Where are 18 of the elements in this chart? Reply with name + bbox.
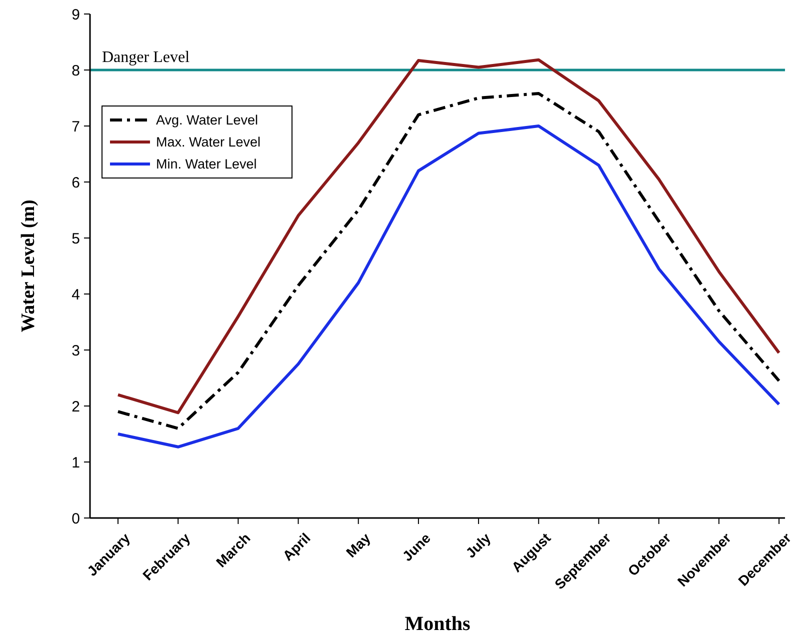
y-axis-title: Water Level (m) — [18, 200, 39, 332]
x-axis-title: Months — [404, 613, 470, 635]
legend-label: Avg. Water Level — [156, 112, 258, 128]
y-tick-label: 7 — [72, 118, 80, 136]
y-tick-label: 2 — [72, 398, 80, 416]
legend-label: Min. Water Level — [156, 156, 257, 172]
x-tick-label: July — [462, 530, 494, 561]
y-tick-label: 9 — [72, 6, 80, 24]
ref-line-label: Danger Level — [102, 49, 190, 66]
y-tick-label: 8 — [72, 62, 80, 80]
y-tick-label: 6 — [72, 174, 80, 192]
legend-label: Max. Water Level — [156, 134, 261, 150]
y-tick-label: 0 — [72, 510, 80, 528]
y-tick-label: 3 — [72, 342, 80, 360]
y-tick-label: 4 — [72, 286, 80, 304]
y-tick-label: 1 — [72, 454, 80, 472]
y-tick-label: 5 — [72, 230, 80, 248]
x-tick-label: May — [342, 530, 374, 560]
